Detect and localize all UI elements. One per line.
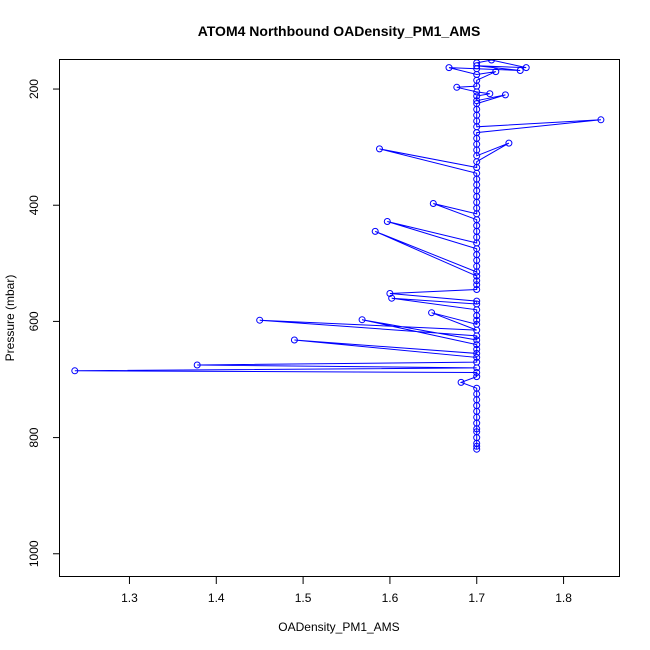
data-point bbox=[522, 64, 530, 72]
data-point bbox=[473, 369, 481, 376]
data-point bbox=[473, 320, 481, 328]
x-axis-ticks: 1.3 1.4 1.5 1.6 1.7 1.8 bbox=[121, 577, 572, 605]
x-tick-label: 1.7 bbox=[468, 591, 485, 605]
data-point bbox=[473, 373, 481, 381]
data-point bbox=[473, 336, 481, 344]
data-point bbox=[505, 139, 513, 147]
data-point bbox=[486, 90, 494, 98]
x-tick-label: 1.6 bbox=[382, 591, 399, 605]
data-point bbox=[473, 341, 481, 349]
x-tick-label: 1.4 bbox=[208, 591, 225, 605]
data-point bbox=[473, 277, 481, 285]
data-point bbox=[473, 345, 481, 353]
data-point bbox=[376, 145, 383, 153]
data-point bbox=[473, 358, 481, 366]
data-point bbox=[290, 336, 298, 344]
y-axis-label: Pressure (mbar) bbox=[3, 275, 17, 362]
data-point bbox=[492, 68, 500, 76]
y-axis-ticks: 200 400 600 800 1000 bbox=[27, 79, 60, 567]
data-point bbox=[473, 272, 481, 280]
data-point bbox=[473, 442, 481, 450]
data-point bbox=[371, 227, 379, 235]
data-point bbox=[473, 384, 481, 392]
data-point bbox=[473, 92, 481, 100]
data-point bbox=[473, 60, 481, 67]
data-point bbox=[473, 297, 481, 305]
data-point bbox=[256, 316, 264, 324]
y-tick-label: 1000 bbox=[27, 540, 41, 567]
data-point bbox=[516, 67, 524, 74]
data-point bbox=[388, 294, 396, 302]
data-point bbox=[473, 100, 481, 108]
x-tick-label: 1.8 bbox=[555, 591, 572, 605]
y-tick-label: 200 bbox=[27, 79, 41, 99]
series-line bbox=[74, 60, 601, 450]
data-point bbox=[473, 281, 481, 289]
data-point bbox=[386, 290, 394, 297]
x-axis-label: OADensity_PM1_AMS bbox=[278, 620, 399, 634]
chart-title: ATOM4 Northbound OADensity_PM1_AMS bbox=[198, 23, 481, 39]
series-layer bbox=[71, 60, 605, 453]
data-point bbox=[71, 367, 79, 375]
data-point bbox=[445, 64, 453, 72]
data-point bbox=[473, 349, 481, 357]
y-tick-label: 400 bbox=[27, 195, 41, 215]
plot-area-frame bbox=[59, 59, 620, 577]
data-point bbox=[473, 428, 481, 436]
data-point bbox=[193, 361, 201, 369]
data-point bbox=[488, 60, 495, 64]
y-tick-label: 600 bbox=[27, 311, 41, 331]
data-point bbox=[358, 316, 366, 324]
data-point bbox=[473, 300, 481, 308]
data-point bbox=[473, 97, 481, 105]
data-point bbox=[428, 309, 436, 317]
y-tick-label: 800 bbox=[27, 427, 41, 447]
x-tick-label: 1.3 bbox=[121, 591, 138, 605]
x-tick-label: 1.5 bbox=[295, 591, 312, 605]
data-point bbox=[453, 83, 461, 91]
data-point bbox=[457, 378, 465, 386]
data-point bbox=[473, 353, 481, 361]
data-point bbox=[473, 316, 481, 324]
data-point bbox=[473, 286, 481, 293]
data-point bbox=[429, 200, 437, 207]
data-point bbox=[597, 116, 605, 124]
data-point bbox=[473, 62, 481, 70]
data-point bbox=[383, 218, 391, 225]
data-point bbox=[501, 91, 509, 99]
